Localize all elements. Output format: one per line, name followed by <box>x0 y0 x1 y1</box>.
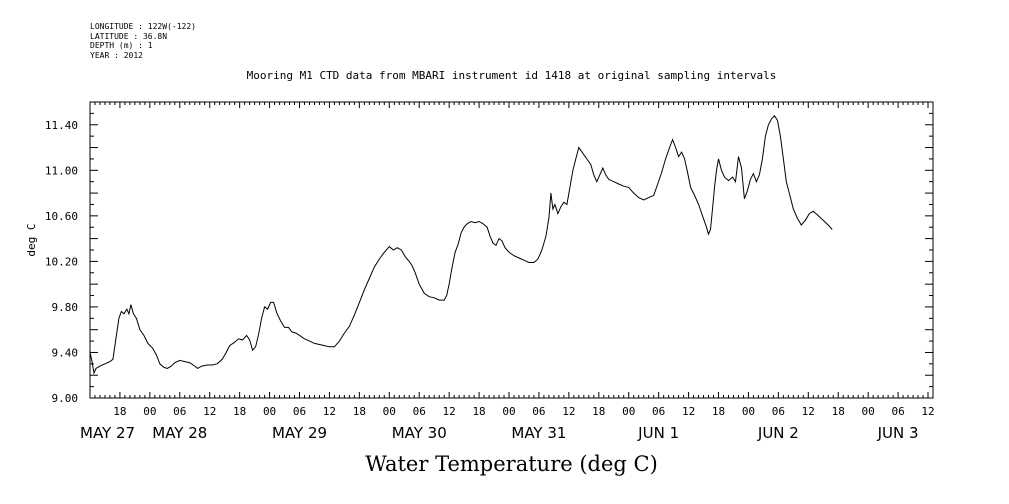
x-tick-label: 00 <box>383 405 396 418</box>
x-tick-label: 06 <box>293 405 306 418</box>
latitude-label: LATITUDE : 36.8N <box>90 31 168 41</box>
x-tick-label: 18 <box>113 405 126 418</box>
x-tick-label: 12 <box>203 405 216 418</box>
x-tick-label: 12 <box>682 405 695 418</box>
x-day-label: MAY 31 <box>511 424 566 442</box>
x-tick-label: 06 <box>413 405 426 418</box>
labels-layer: 18 00 06 12 18 00 06 12 18 00 06 12 18 00 06 12 18 00 06 12… <box>45 119 935 442</box>
x-tick-label: 00 <box>263 405 276 418</box>
metadata-block: LONGITUDE : 122W(-122) LATITUDE : 36.8N … <box>90 22 196 60</box>
y-tick-label: 10.20 <box>45 255 78 268</box>
x-tick-label: 12 <box>802 405 815 418</box>
x-day-label: MAY 30 <box>392 424 447 442</box>
ticks-layer <box>89 101 934 399</box>
x-tick-label: 18 <box>832 405 845 418</box>
chart-bottom-title: Water Temperature (deg C) <box>365 452 658 476</box>
x-tick-label: 18 <box>233 405 246 418</box>
x-day-label: JUN 3 <box>877 424 919 442</box>
plot-frame <box>89 101 934 399</box>
x-tick-label: 00 <box>742 405 755 418</box>
x-day-label: MAY 27 <box>80 424 135 442</box>
x-day-label: MAY 28 <box>152 424 207 442</box>
x-tick-label: 12 <box>921 405 934 418</box>
y-tick-label: 9.80 <box>52 301 79 314</box>
x-day-label: MAY 29 <box>272 424 327 442</box>
x-tick-label: 06 <box>891 405 904 418</box>
x-tick-label: 06 <box>173 405 186 418</box>
x-tick-label: 06 <box>532 405 545 418</box>
x-tick-label: 06 <box>772 405 785 418</box>
x-tick-label: 06 <box>652 405 665 418</box>
temperature-line <box>89 114 833 375</box>
longitude-label: LONGITUDE : 122W(-122) <box>90 22 196 31</box>
x-tick-label: 12 <box>323 405 336 418</box>
x-tick-label: 18 <box>472 405 485 418</box>
x-tick-label: 12 <box>443 405 456 418</box>
x-tick-label: 00 <box>862 405 875 418</box>
x-tick-label: 18 <box>712 405 725 418</box>
year-label: YEAR : 2012 <box>90 50 143 60</box>
y-tick-label: 10.60 <box>45 210 78 223</box>
y-tick-label: 9.40 <box>52 346 79 359</box>
y-tick-label: 11.40 <box>45 119 78 132</box>
x-tick-label: 00 <box>143 405 156 418</box>
y-tick-label: 11.00 <box>45 164 78 177</box>
x-tick-label: 18 <box>353 405 366 418</box>
x-day-label: JUN 1 <box>637 424 679 442</box>
y-tick-label: 9.00 <box>52 392 79 405</box>
x-tick-label: 00 <box>622 405 635 418</box>
x-tick-label: 18 <box>592 405 605 418</box>
chart-title: Mooring M1 CTD data from MBARI instrumen… <box>246 69 777 82</box>
x-tick-label: 12 <box>562 405 575 418</box>
y-axis-label: deg C <box>25 223 38 256</box>
depth-label: DEPTH (m) : 1 <box>90 41 153 50</box>
x-day-label: JUN 2 <box>757 424 799 442</box>
x-tick-label: 00 <box>502 405 515 418</box>
